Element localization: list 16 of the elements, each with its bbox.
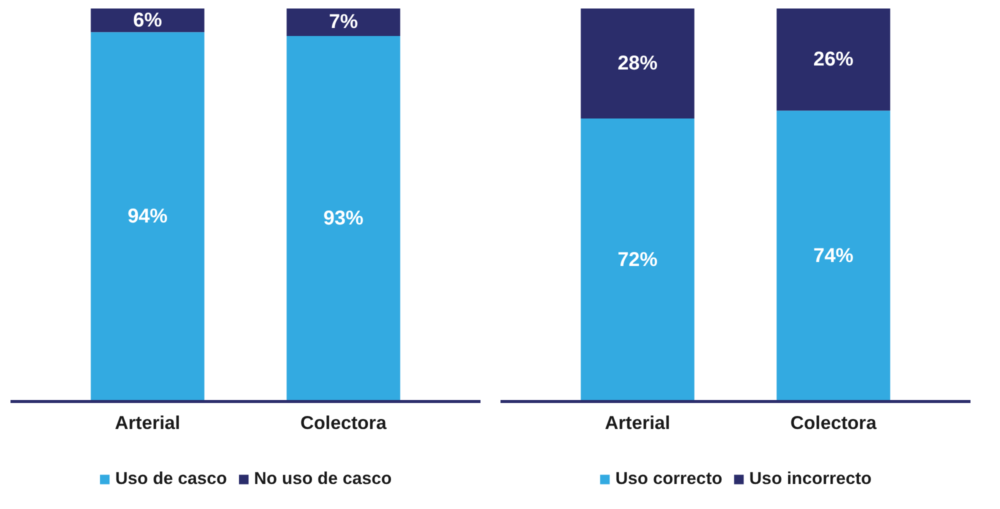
data-label: 94% xyxy=(128,206,168,228)
data-label: 93% xyxy=(323,208,364,230)
x-tick-label: Arterial xyxy=(114,412,180,434)
legend-label: Uso correcto xyxy=(615,468,722,489)
data-label: 6% xyxy=(133,9,162,32)
data-label: 26% xyxy=(813,48,854,71)
data-label: 28% xyxy=(618,52,658,74)
data-label: 72% xyxy=(618,248,658,271)
legend-label: Uso de casco xyxy=(115,468,228,489)
data-label: 74% xyxy=(813,244,854,267)
x-tick-label: Colectora xyxy=(790,412,878,434)
x-tick-label: Arterial xyxy=(604,412,670,434)
x-tick-label: Colectora xyxy=(300,412,388,434)
data-label: 7% xyxy=(328,11,358,34)
legend-label: No uso de casco xyxy=(254,468,392,489)
legend-label: Uso incorrecto xyxy=(749,468,872,489)
